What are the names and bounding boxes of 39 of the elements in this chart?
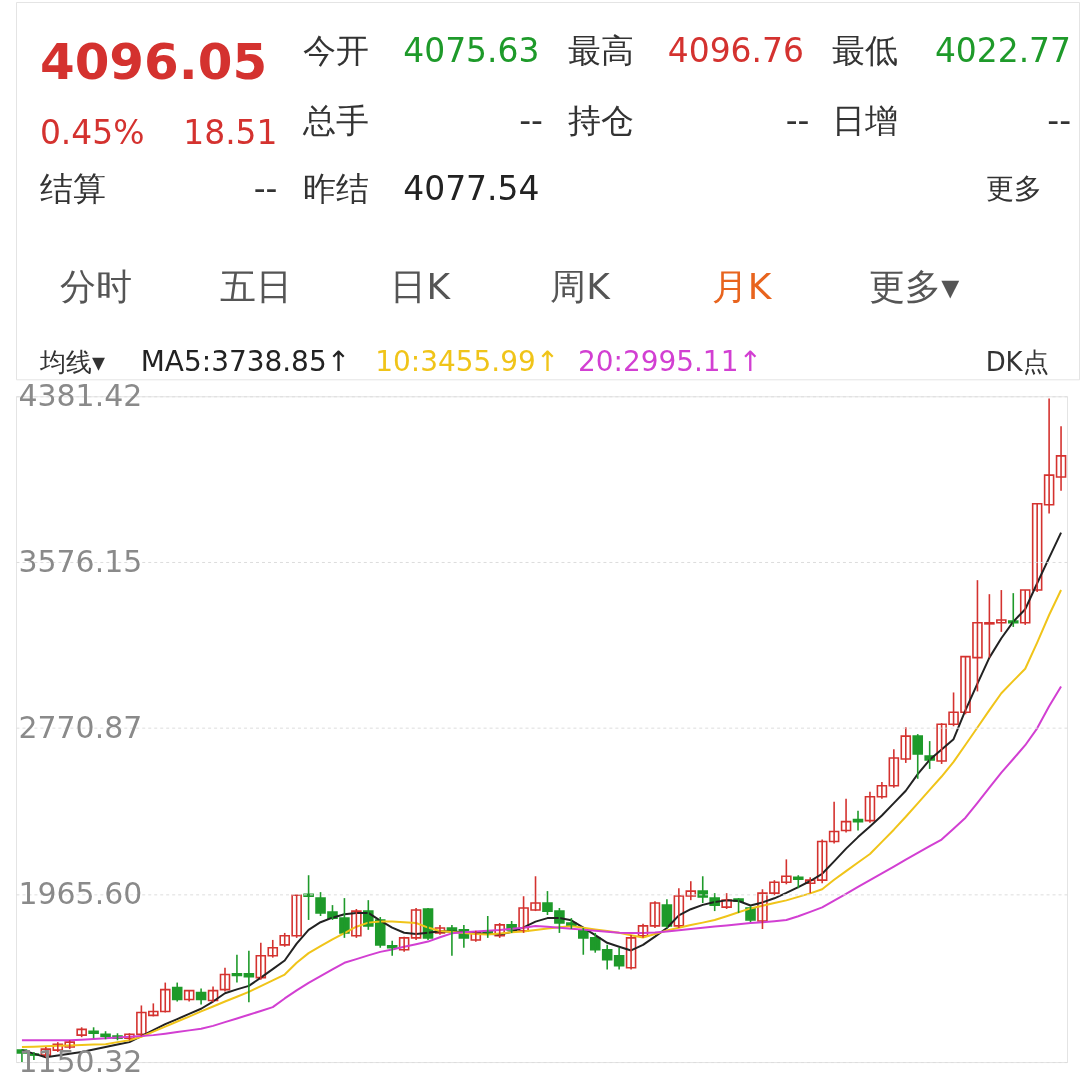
text: 4075.63	[403, 30, 540, 70]
text: 最低	[832, 30, 899, 70]
text: 今开	[303, 30, 370, 70]
text: 18.51	[183, 112, 278, 152]
text: 持仓	[567, 100, 634, 140]
candlestick	[1007, 592, 1019, 628]
text: 0.45%	[39, 112, 145, 152]
text: --	[1047, 100, 1072, 140]
y-tick-label: 4381.42	[18, 377, 143, 413]
text: 最高	[567, 30, 634, 70]
text: 4096.76	[667, 30, 804, 70]
text: 总手	[302, 100, 370, 140]
text: --	[253, 168, 278, 208]
line-series	[20, 685, 1063, 1042]
text: 20:2995.11↑	[577, 345, 762, 379]
text: 日增	[832, 100, 899, 140]
text: 日K	[390, 266, 452, 308]
text: 月K	[711, 266, 773, 308]
text: 均线▾	[38, 347, 105, 378]
text: 10:3455.99↑	[375, 345, 560, 379]
candlestick	[793, 874, 804, 890]
text: 五日	[219, 266, 292, 308]
text: 昨结	[303, 168, 370, 208]
text: 4022.77	[934, 30, 1072, 70]
y-tick-label: 2770.87	[18, 709, 143, 745]
text: 周K	[550, 266, 612, 308]
text: --	[785, 100, 810, 140]
text: DK点	[985, 347, 1049, 378]
y-tick-label: 3576.15	[18, 543, 143, 579]
text: 更多▾	[869, 266, 960, 308]
text: --	[519, 100, 543, 140]
text: 分时	[59, 266, 132, 308]
text: 更多	[986, 171, 1043, 205]
y-tick-label: 1965.60	[18, 875, 143, 911]
text: 4096.05	[39, 32, 268, 91]
y-tick-label: 1150.32	[18, 1043, 143, 1079]
text: 4077.54	[403, 168, 540, 208]
text: MA5:3738.85↑	[140, 345, 351, 379]
text: 结算	[39, 168, 106, 208]
